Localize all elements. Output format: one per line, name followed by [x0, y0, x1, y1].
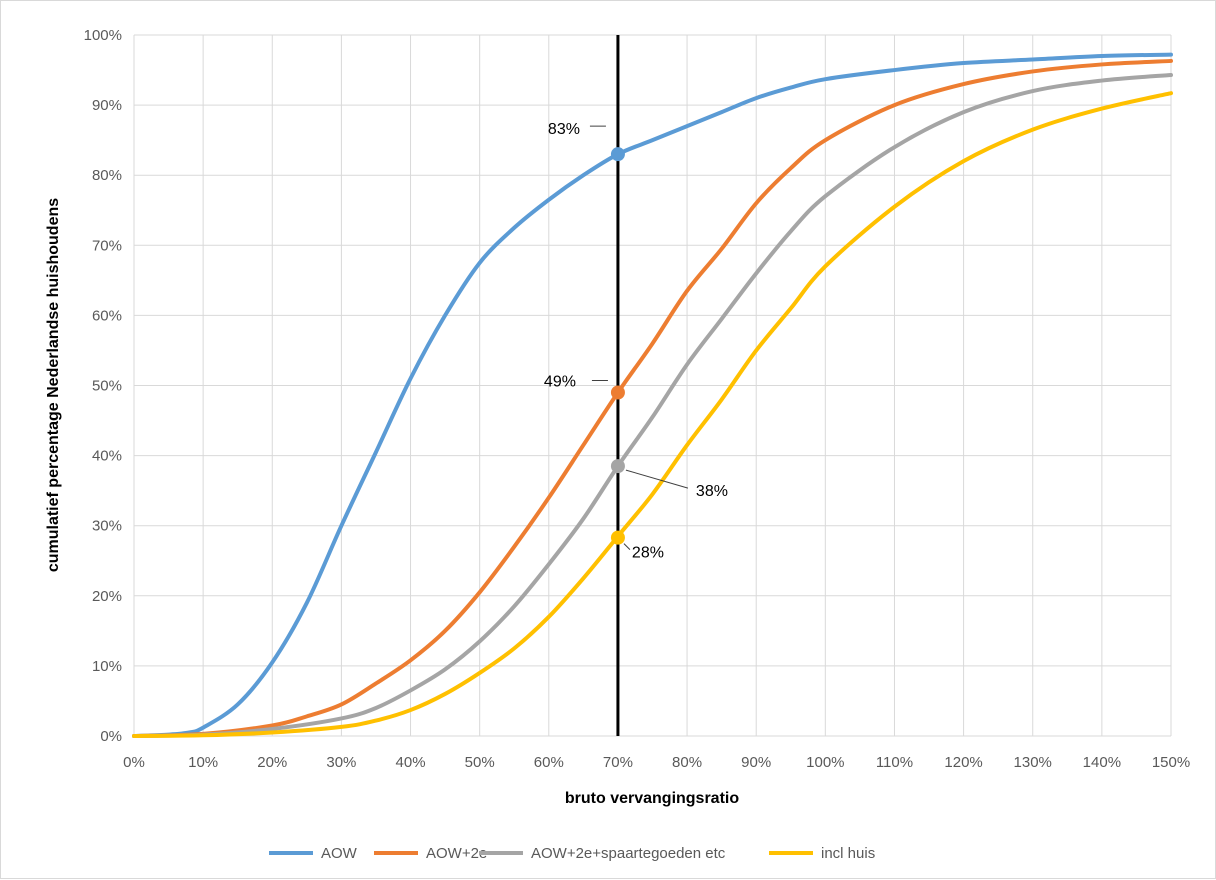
x-tick-label: 70%: [603, 754, 633, 771]
series-layer: [132, 52, 1173, 738]
marker-layer: [610, 147, 625, 545]
y-tick-label: 30%: [92, 518, 122, 535]
y-tick-label: 80%: [92, 167, 122, 184]
annot-layer: 83% 49% 38% 28%: [544, 121, 728, 561]
y-tick-label: 90%: [92, 97, 122, 114]
x-tick-label: 90%: [741, 754, 771, 771]
data-point-aow-2e: [610, 385, 625, 400]
y-tick-label: 60%: [92, 307, 122, 324]
x-tick-labels: 0% 10% 20% 30% 40% 50% 60% 70% 80% 90% 100% 110% 120…: [123, 754, 1190, 771]
x-tick-label: 130%: [1014, 754, 1052, 771]
y-tick-label: 10%: [92, 658, 122, 675]
data-point-aow-2e-spaartegoeden-etc: [610, 459, 625, 474]
x-tick-label: 80%: [672, 754, 702, 771]
legend: AOW AOW+2e AOW+2e+spaartegoeden etc incl hu…: [269, 845, 875, 862]
x-tick-label: 110%: [876, 754, 913, 771]
y-tick-label: 20%: [92, 588, 122, 605]
y-tick-label: 50%: [92, 378, 122, 395]
x-tick-label: 60%: [534, 754, 564, 771]
series-line-incl-huis: [132, 91, 1173, 738]
x-tick-label: 0%: [123, 754, 145, 771]
legend-item-incl-huis: incl huis: [769, 845, 875, 862]
y-tick-label: 70%: [92, 237, 122, 254]
legend-label: AOW+2e+spaartegoeden etc: [531, 845, 726, 862]
data-label-aow: 83%: [548, 121, 580, 138]
x-tick-label: 140%: [1083, 754, 1121, 771]
legend-item-aow-2e: AOW+2e: [374, 845, 487, 862]
grid-layer: [133, 34, 1172, 737]
data-point-aow: [610, 147, 625, 162]
series-line-aow-2e: [132, 58, 1173, 738]
y-tick-label: 100%: [84, 27, 122, 44]
x-tick-label: 30%: [326, 754, 356, 771]
y-axis-title: cumulatief percentage Nederlandse huisho…: [45, 198, 62, 572]
legend-label: incl huis: [821, 845, 875, 862]
data-point-incl-huis: [610, 530, 625, 545]
x-tick-label: 20%: [257, 754, 287, 771]
x-tick-label: 40%: [396, 754, 426, 771]
legend-label: AOW+2e: [426, 845, 487, 862]
x-tick-label: 150%: [1152, 754, 1190, 771]
x-tick-label: 10%: [188, 754, 218, 771]
x-tick-label: 50%: [465, 754, 495, 771]
y-tick-label: 40%: [92, 448, 122, 465]
x-tick-label: 120%: [944, 754, 982, 771]
legend-label: AOW: [321, 845, 358, 862]
x-tick-label: 100%: [806, 754, 844, 771]
series-line-aow: [132, 52, 1173, 738]
legend-item-aow-2e-spaartegoeden-etc: AOW+2e+spaartegoeden etc: [479, 845, 726, 862]
y-tick-label: 0%: [100, 728, 122, 745]
data-label-aow-2e: 49%: [544, 374, 576, 391]
data-label-incl-huis: 28%: [632, 545, 664, 562]
legend-item-aow: AOW: [269, 845, 358, 862]
y-tick-labels: 0% 10% 20% 30% 40% 50% 60% 70% 80% 90% 100%: [84, 27, 122, 745]
x-axis-title: bruto vervangingsratio: [565, 790, 739, 807]
annotation-leader: [623, 543, 631, 550]
data-label-aow-2e-spaartegoeden-etc: 38%: [696, 483, 728, 500]
annotation-leader: [625, 469, 689, 489]
